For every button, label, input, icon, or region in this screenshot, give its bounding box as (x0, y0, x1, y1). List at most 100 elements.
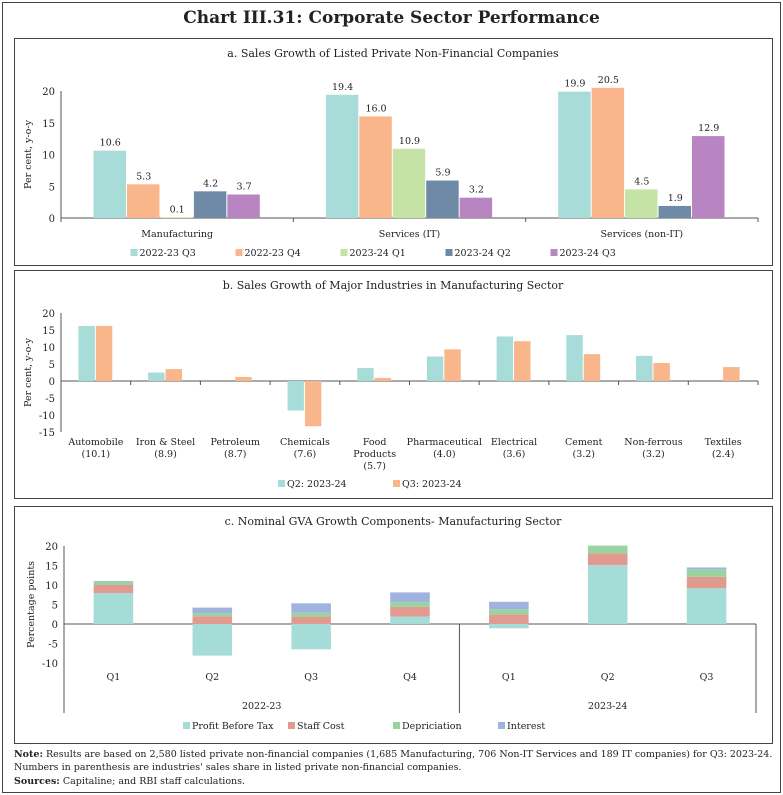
y-tick-label: 15 (42, 119, 55, 130)
data-label: 4.2 (203, 178, 218, 189)
category-label: Q1 (502, 672, 516, 683)
category-label: (10.1) (82, 449, 111, 460)
data-label: 1.9 (668, 193, 683, 204)
bar (426, 356, 444, 381)
bar-segment-profit-before-tax (686, 588, 727, 624)
bar (160, 217, 193, 218)
bar (692, 136, 725, 218)
category-label: (3.6) (503, 449, 526, 460)
bar-segment-interest (489, 601, 529, 610)
category-label: Q4 (403, 672, 417, 683)
category-label: Petroleum (211, 437, 260, 448)
bar (459, 197, 493, 218)
bar (193, 191, 227, 218)
y-tick-label: 0 (49, 214, 55, 225)
category-label: Textiles (705, 437, 742, 448)
category-label: (8.7) (224, 449, 247, 460)
bar-segment-depriciation (686, 569, 727, 577)
bar-segment-interest (291, 603, 331, 613)
panel-b: b. Sales Growth of Major Industries in M… (14, 270, 773, 499)
legend-label: 2022-23 Q3 (140, 248, 196, 259)
bar (78, 325, 95, 381)
bar (514, 341, 531, 381)
bar (636, 355, 653, 381)
chart-svg: c. Nominal GVA Growth Components- Manufa… (26, 515, 757, 732)
y-axis-label: Percentage points (26, 561, 37, 648)
bar (235, 376, 252, 381)
bar-segment-depriciation (390, 602, 430, 607)
bar-segment-depriciation (489, 609, 529, 615)
chart-title: b. Sales Growth of Major Industries in M… (223, 279, 564, 292)
category-label: Products (353, 449, 396, 460)
panel-a: a. Sales Growth of Listed Private Non-Fi… (14, 38, 773, 266)
legend-label: Interest (507, 721, 545, 732)
bar (357, 368, 374, 381)
bar-segment-staff-cost (587, 553, 628, 566)
category-label: Cement (565, 437, 603, 448)
legend-label: 2022-23 Q4 (245, 248, 301, 259)
sources-text: Capitaline; and RBI staff calculations. (59, 776, 246, 787)
bar-segment-depriciation (291, 612, 331, 617)
category-label: (7.6) (294, 449, 317, 460)
category-label: Q3 (700, 672, 714, 683)
group-label: 2022-23 (242, 701, 281, 712)
bar (95, 325, 113, 381)
legend-label: 2023-24 Q2 (455, 248, 511, 259)
legend-swatch (288, 722, 295, 729)
chart-title: a. Sales Growth of Listed Private Non-Fi… (227, 47, 559, 60)
bar-segment-depriciation (587, 545, 628, 554)
bar-segment-profit-before-tax (192, 624, 233, 656)
y-tick-label: 15 (45, 562, 58, 573)
legend-label: Staff Cost (297, 721, 345, 732)
bar-segment-staff-cost (390, 606, 430, 617)
bar-segment-interest (192, 607, 233, 614)
y-tick-label: 0 (49, 377, 55, 388)
bar-segment-staff-cost (291, 616, 331, 624)
note: Note: Results are based on 2,580 listed … (14, 748, 774, 774)
y-tick-label: -5 (45, 394, 55, 405)
chart-svg: b. Sales Growth of Major Industries in M… (23, 279, 759, 490)
category-label: Services (IT) (379, 229, 440, 240)
data-label: 3.7 (237, 182, 252, 193)
bar-segment-staff-cost (686, 576, 727, 589)
y-tick-label: -15 (39, 428, 55, 439)
data-label: 12.9 (698, 123, 719, 134)
bar (392, 148, 426, 218)
legend-swatch (498, 722, 505, 729)
data-label: 10.6 (100, 138, 121, 149)
bar (359, 116, 392, 218)
category-label: Electrical (491, 437, 537, 448)
bar (653, 362, 670, 381)
data-label: 19.4 (332, 82, 353, 93)
bar-segment-profit-before-tax (390, 616, 430, 624)
panel-c: c. Nominal GVA Growth Components- Manufa… (14, 506, 773, 744)
bar-segment-profit-before-tax (291, 624, 331, 650)
category-label: (3.2) (572, 449, 595, 460)
bar-segment-staff-cost (489, 614, 529, 624)
legend-swatch (278, 480, 285, 487)
bar (148, 372, 165, 381)
data-label: 0.1 (170, 204, 185, 215)
category-label: Chemicals (280, 437, 330, 448)
data-label: 10.9 (399, 136, 420, 147)
bar (287, 381, 304, 411)
category-label: Q2 (205, 672, 219, 683)
bar (566, 335, 583, 381)
bar (591, 87, 625, 218)
chart-svg: a. Sales Growth of Listed Private Non-Fi… (23, 47, 759, 259)
y-axis-label: Per cent, y-o-y (23, 119, 34, 189)
legend-swatch (393, 480, 400, 487)
category-label: Iron & Steel (136, 437, 195, 448)
data-label: 4.5 (634, 176, 649, 187)
note-label: Note: (14, 749, 43, 760)
legend-swatch (340, 249, 348, 256)
group-label: 2023-24 (588, 701, 627, 712)
category-label: (4.0) (433, 449, 456, 460)
note-text: Results are based on 2,580 listed privat… (14, 749, 773, 773)
legend-swatch (393, 722, 400, 729)
y-axis-label: Per cent, y-o-y (23, 337, 34, 407)
bar (126, 184, 160, 218)
bar-segment-depriciation (192, 613, 233, 617)
legend-swatch (183, 722, 190, 729)
